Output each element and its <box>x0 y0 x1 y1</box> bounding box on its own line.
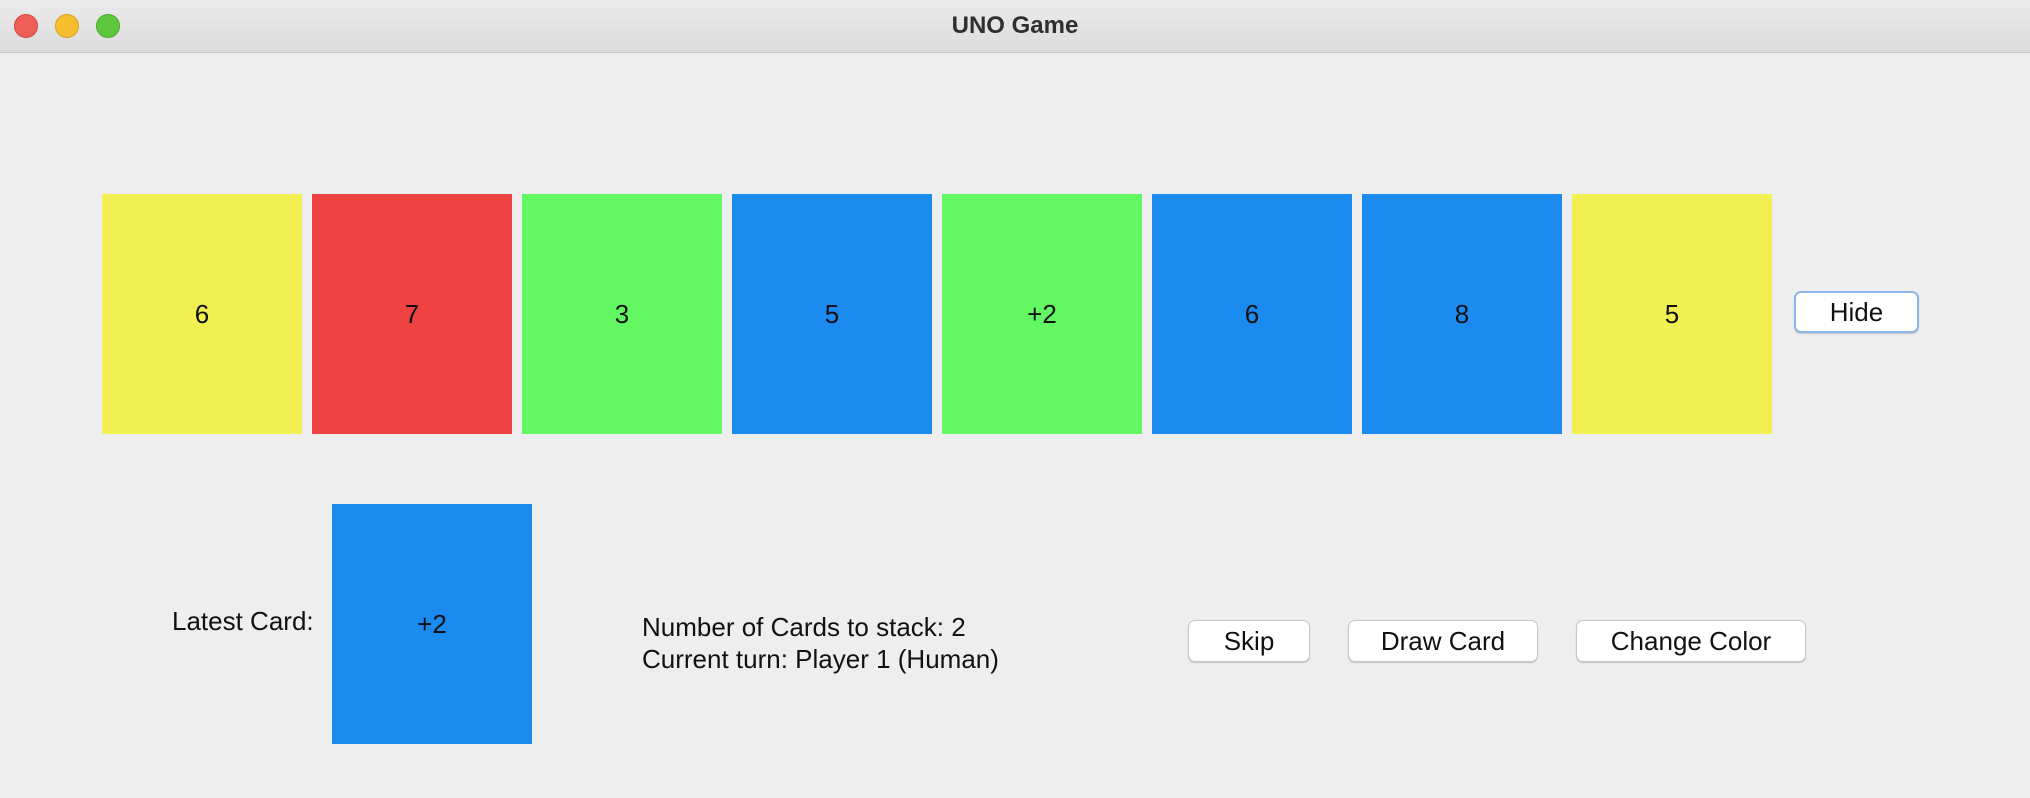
current-turn-text: Current turn: Player 1 (Human) <box>642 644 999 674</box>
change-color-button[interactable]: Change Color <box>1576 620 1806 662</box>
card-label: 5 <box>824 298 840 329</box>
close-window-button[interactable] <box>14 14 38 38</box>
minimize-window-button[interactable] <box>55 14 79 38</box>
card-label: 6 <box>194 298 210 329</box>
card-label: +2 <box>1027 298 1057 329</box>
card-label: 5 <box>1664 298 1680 329</box>
hand-card-3[interactable]: 3 <box>522 194 722 434</box>
card-label: 7 <box>404 298 420 329</box>
hand-card-5[interactable]: +2 <box>942 194 1142 434</box>
hide-button[interactable]: Hide <box>1794 291 1919 333</box>
title-bar: UNO Game <box>0 0 2030 53</box>
latest-card-label: Latest Card: <box>172 606 314 636</box>
window-title: UNO Game <box>951 12 1079 39</box>
maximize-window-button[interactable] <box>96 14 120 38</box>
stack-count-text: Number of Cards to stack: 2 <box>642 612 966 642</box>
hand-card-4[interactable]: 5 <box>732 194 932 434</box>
skip-button[interactable]: Skip <box>1188 620 1310 662</box>
card-label: 8 <box>1454 298 1470 329</box>
hand-card-6[interactable]: 6 <box>1152 194 1352 434</box>
hand-card-1[interactable]: 6 <box>102 194 302 434</box>
latest-card: +2 <box>332 504 532 744</box>
card-label: 6 <box>1244 298 1260 329</box>
hand-card-7[interactable]: 8 <box>1362 194 1562 434</box>
card-label: +2 <box>417 608 447 639</box>
hand-card-8[interactable]: 5 <box>1572 194 1772 434</box>
draw-card-button[interactable]: Draw Card <box>1348 620 1538 662</box>
hand-card-2[interactable]: 7 <box>312 194 512 434</box>
card-label: 3 <box>614 298 630 329</box>
